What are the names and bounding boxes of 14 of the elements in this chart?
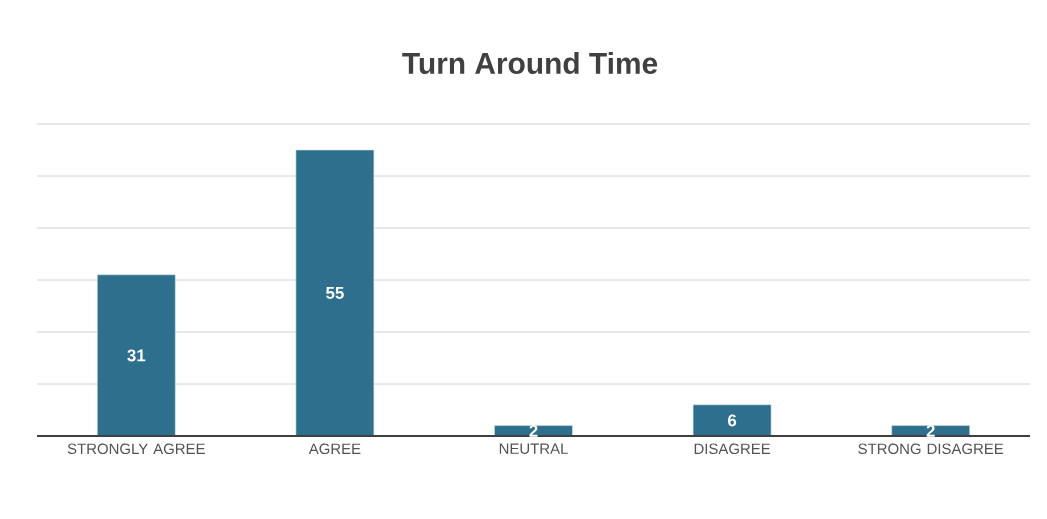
x-tick-label: NEUTRAL — [499, 443, 568, 454]
x-tick-label: STRONGLY AGREE — [67, 443, 205, 455]
data-label: 2 — [529, 424, 538, 437]
x-tick-label: STRONG DISAGREE — [858, 443, 1004, 455]
x-tick-label: DISAGREE — [694, 443, 771, 455]
bar — [97, 274, 176, 437]
x-tick-label: AGREE — [308, 443, 361, 455]
data-label: 2 — [926, 424, 935, 437]
bar — [295, 149, 375, 437]
data-label: 31 — [127, 349, 146, 362]
bar — [692, 404, 772, 437]
data-label: 55 — [326, 287, 344, 299]
data-label: 6 — [728, 414, 737, 427]
chart-title: Turn Around Time — [402, 52, 658, 74]
